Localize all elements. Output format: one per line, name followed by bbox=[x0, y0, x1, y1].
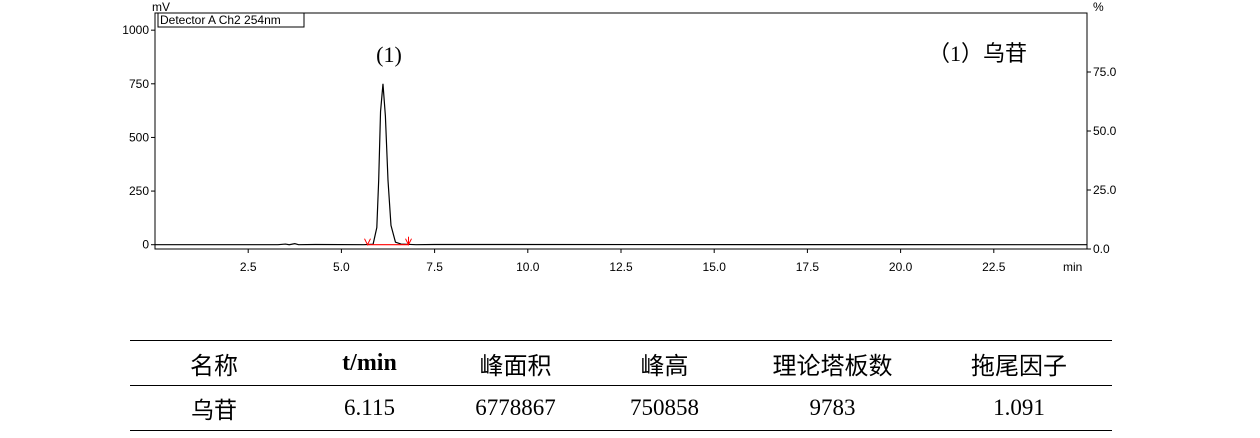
cell-theoretical-plates: 9783 bbox=[739, 385, 926, 431]
x-axis-ticks: 2.5 5.0 7.5 10.0 12.5 15.0 17.5 20.0 22.5 bbox=[240, 249, 1006, 274]
header-name: 名称 bbox=[130, 340, 298, 386]
y-left-tick-label: 500 bbox=[129, 130, 149, 144]
x-tick-label: 2.5 bbox=[240, 260, 257, 274]
header-tailing-factor: 拖尾因子 bbox=[926, 340, 1112, 386]
series-layer bbox=[155, 83, 1088, 246]
x-tick-label: 12.5 bbox=[609, 260, 633, 274]
peak-label: (1) bbox=[376, 42, 402, 67]
y-unit-right: % bbox=[1093, 0, 1104, 14]
table-header-row: 名称 t/min 峰面积 峰高 理论塔板数 拖尾因子 bbox=[130, 340, 1112, 386]
y-left-tick-label: 750 bbox=[129, 77, 149, 91]
cell-name: 乌苷 bbox=[130, 385, 298, 431]
y-right-tick-label: 50.0 bbox=[1093, 124, 1117, 138]
results-table: 名称 t/min 峰面积 峰高 理论塔板数 拖尾因子 乌苷 6.115 6778… bbox=[130, 340, 1112, 431]
y-left-tick-label: 1000 bbox=[122, 23, 149, 37]
cell-retention-time: 6.115 bbox=[298, 385, 441, 431]
y-left-tick-label: 250 bbox=[129, 184, 149, 198]
y-axis-left-ticks: 0 250 500 750 1000 bbox=[122, 23, 155, 252]
cell-tailing-factor: 1.091 bbox=[926, 385, 1112, 431]
header-peak-area: 峰面积 bbox=[441, 340, 590, 386]
chromatogram: mV % min Detector A Ch2 254nm 2.5 5.0 7.5 1… bbox=[122, 0, 1117, 274]
y-right-tick-label: 25.0 bbox=[1093, 183, 1117, 197]
x-tick-label: 15.0 bbox=[703, 260, 727, 274]
y-right-tick-label: 0.0 bbox=[1093, 242, 1110, 256]
detector-label-box bbox=[157, 12, 305, 28]
x-tick-label: 5.0 bbox=[333, 260, 350, 274]
legend-label: （1）乌苷 bbox=[928, 41, 1027, 66]
x-tick-label: 22.5 bbox=[982, 260, 1006, 274]
baseline-start-marker bbox=[364, 238, 371, 246]
y-left-tick-label: 0 bbox=[142, 238, 149, 252]
cell-peak-height: 750858 bbox=[590, 385, 739, 431]
x-tick-label: 10.0 bbox=[516, 260, 540, 274]
header-theoretical-plates: 理论塔板数 bbox=[739, 340, 926, 386]
chromatogram-trace bbox=[155, 83, 1088, 246]
x-tick-label: 17.5 bbox=[796, 260, 820, 274]
header-retention-time: t/min bbox=[298, 340, 441, 386]
x-unit: min bbox=[1063, 260, 1082, 274]
table-row: 乌苷 6.115 6778867 750858 9783 1.091 bbox=[130, 385, 1112, 431]
y-unit-left: mV bbox=[152, 0, 170, 14]
x-tick-label: 7.5 bbox=[426, 260, 443, 274]
x-tick-label: 20.0 bbox=[889, 260, 913, 274]
header-peak-height: 峰高 bbox=[590, 340, 739, 386]
detector-label: Detector A Ch2 254nm bbox=[160, 13, 281, 27]
y-axis-right-ticks: 0.0 25.0 50.0 75.0 bbox=[1087, 65, 1117, 256]
y-right-tick-label: 75.0 bbox=[1093, 65, 1117, 79]
cell-peak-area: 6778867 bbox=[441, 385, 590, 431]
